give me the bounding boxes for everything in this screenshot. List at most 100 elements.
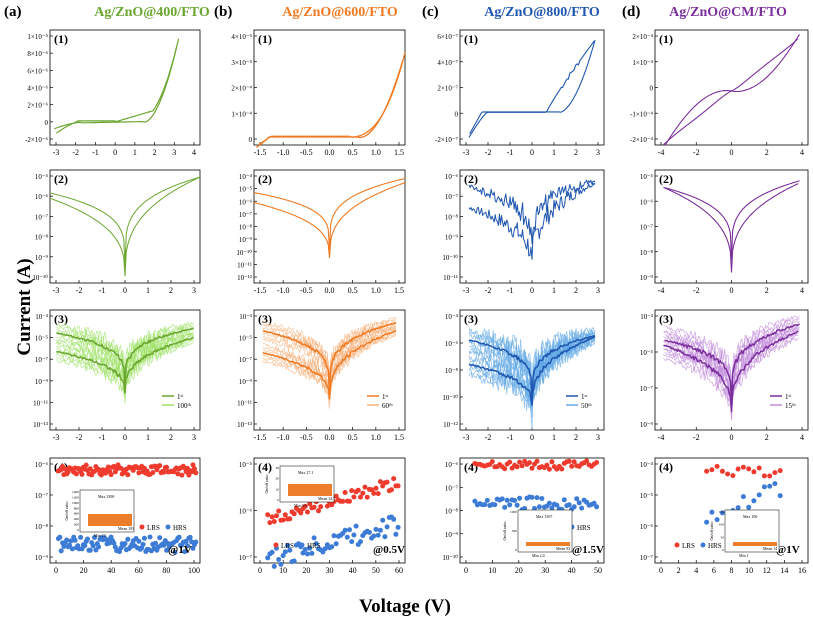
x-tick-label: 20 (302, 566, 310, 575)
inset-mean-label: Mean 193 (118, 526, 134, 531)
x-tick-label: 1 (552, 148, 556, 157)
inset-y-tick-label: 500 (512, 529, 518, 533)
y-tick-label: 2×10⁻⁴ (231, 85, 252, 93)
x-tick-label: -1.0 (277, 148, 290, 157)
hrs-point (549, 505, 555, 511)
hrs-point (67, 542, 72, 548)
x-tick-label: 1.0 (371, 286, 381, 295)
series-line (253, 177, 406, 250)
x-tick-label: 0.0 (325, 148, 335, 157)
panel-number: (1) (258, 32, 272, 46)
lrs-point (767, 473, 773, 479)
x-tick-label: -3 (463, 148, 470, 157)
panel-frame (253, 169, 406, 284)
reset-sweep (664, 34, 800, 146)
x-tick-label: 4 (800, 148, 804, 157)
y-tick-label: 6×10⁻⁶ (27, 67, 48, 75)
inset-min-label: Min 1 (739, 553, 749, 558)
series-line (49, 176, 201, 277)
first-cycle-curve (56, 336, 194, 394)
hrs-point (534, 495, 540, 501)
x-tick-label: 30 (541, 566, 549, 575)
hrs-point (342, 527, 348, 533)
y-tick-label: 10⁻¹⁰ (442, 554, 458, 562)
y-tick-label: 4×10⁻⁵ (231, 33, 252, 41)
hrs-point (329, 544, 335, 550)
lrs-point (373, 485, 379, 491)
set-sweep (54, 47, 177, 130)
x-tick-label: 0 (730, 433, 734, 442)
x-tick-label: -4 (658, 433, 665, 442)
x-tick-label: 4 (800, 433, 804, 442)
first-cycle-curve (56, 327, 194, 388)
y-tick-label: 10⁻¹⁰ (236, 249, 252, 257)
hrs-point (499, 496, 505, 502)
x-tick-label: -2 (76, 433, 83, 442)
panel-b2: (2) -1.5 -1.0 -0.5 0.0 0.5 1.0 1.5 10⁻⁴ 10⁻⁵ 10⁻⁶ 1… (236, 169, 406, 295)
panel-b4: (4) 0 10 20 30 40 50 60 10⁻⁵ 10⁻⁶ 10⁻⁷ LRS HRS @0.5V M… (239, 457, 406, 575)
x-tick-label: 20 (80, 566, 88, 575)
y-tick-label: 2×10⁻⁶ (27, 102, 48, 110)
y-tick-label: 2×10⁻⁴ (632, 33, 653, 41)
column-b-letter: (b) (214, 4, 233, 20)
y-tick-label: 2×10⁻⁷ (437, 85, 458, 93)
lrs-point (571, 459, 577, 465)
panel-a3: (3) -3 -2 -1 0 1 2 3 10⁻³ 10⁻⁵ 10⁻⁷ 10⁻⁹ 10⁻¹¹ 10⁻¹³ 1… (33, 309, 201, 442)
x-tick-label: 1.0 (371, 433, 381, 442)
y-tick-label: 10⁻⁹ (35, 378, 49, 386)
x-tick-label: 8 (730, 566, 734, 575)
x-tick-label: 1 (133, 148, 137, 157)
bias-label: @1.5V (572, 544, 604, 556)
y-tick-label: 10⁻⁵ (239, 186, 253, 194)
y-tick-label: 10⁻⁶ (445, 173, 459, 181)
x-tick-label: 0 (659, 566, 663, 575)
first-cycle-curve (468, 336, 596, 406)
lrs-point (311, 504, 317, 510)
x-tick-label: 0 (123, 433, 127, 442)
y-tick-label: 10⁻⁹ (239, 236, 253, 244)
y-tick-label: 10⁻⁷ (239, 356, 253, 364)
lrs-point (280, 517, 286, 523)
lrs-point (164, 464, 170, 470)
x-tick-label: -2 (485, 433, 492, 442)
y-tick-label: 10⁻⁹ (35, 254, 49, 262)
inset-y-tick-label: 30 (276, 466, 280, 470)
x-tick-label: 10 (279, 566, 287, 575)
y-tick-label: 1×10⁻⁴ (231, 110, 252, 118)
panel-a4: (4)02040608010010⁻⁶10⁻⁷10⁻⁸10⁻⁹LRSHRS@1V… (35, 457, 201, 575)
inset-mean-label: Mean 93 (556, 546, 570, 551)
inset-box (288, 484, 332, 496)
inset-max-label: Max 27.1 (298, 470, 313, 475)
x-axis-label: Voltage (V) (359, 596, 451, 617)
legend-swatch (700, 542, 706, 548)
lrs-point (360, 490, 366, 496)
legend-label: 1ˢᵗ (382, 393, 389, 401)
lrs-point (193, 470, 199, 476)
inset-y-label: On/off ratio (64, 502, 69, 521)
hrs-point (79, 546, 85, 552)
x-tick-label: 1 (146, 433, 150, 442)
lrs-point (276, 508, 282, 514)
lrs-point (489, 459, 495, 465)
lrs-point (161, 469, 167, 475)
x-tick-label: 30 (326, 566, 334, 575)
x-tick-label: 0 (730, 148, 734, 157)
legend-label: LRS (147, 524, 160, 532)
inset-y-tick-label: 1200 (72, 495, 79, 499)
x-tick-label: 0 (530, 148, 534, 157)
hrs-point (395, 524, 401, 530)
inset-y-tick-label: 800 (74, 506, 80, 510)
hrs-point (373, 526, 379, 532)
hrs-point (740, 494, 746, 500)
y-tick-label: 10⁻⁷ (239, 554, 253, 562)
x-tick-label: -1.0 (277, 433, 290, 442)
inset-y-tick-label: 200 (74, 523, 80, 527)
lrs-point (527, 460, 532, 466)
hrs-point (82, 543, 88, 549)
hrs-point (85, 536, 90, 542)
x-tick-label: -0.5 (300, 286, 313, 295)
y-tick-label: 10⁻¹² (237, 274, 252, 282)
lrs-point (369, 487, 375, 493)
hrs-point (704, 519, 710, 525)
x-tick-label: -2 (76, 286, 83, 295)
